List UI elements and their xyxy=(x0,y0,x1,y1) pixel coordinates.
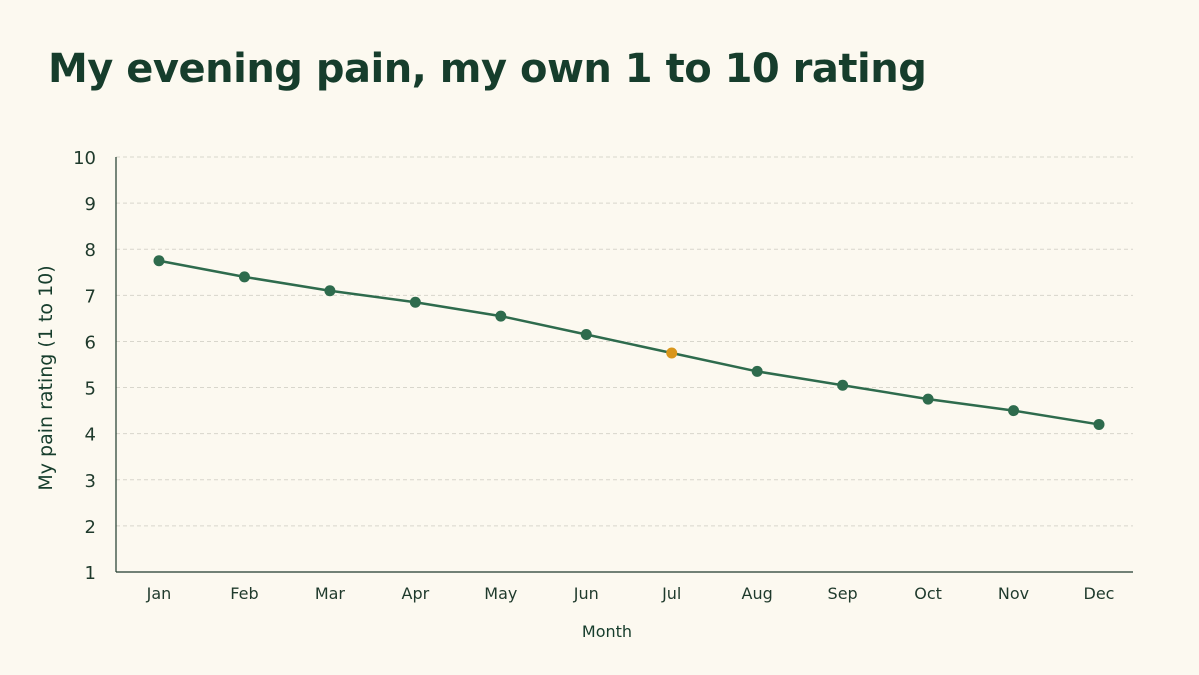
y-tick-label: 10 xyxy=(73,148,96,169)
chart-title: My evening pain, my own 1 to 10 rating xyxy=(48,46,927,92)
x-tick-label: Dec xyxy=(1084,584,1115,603)
y-tick-label: 7 xyxy=(85,286,96,307)
x-tick-label: Nov xyxy=(998,584,1029,603)
y-tick-label: 2 xyxy=(85,517,96,538)
data-point xyxy=(580,329,592,341)
x-tick-labels: Jan Feb Mar Apr May Jun Jul Aug Sep Oct Nov Dec xyxy=(146,584,1115,603)
data-point xyxy=(751,365,763,377)
data-point xyxy=(1093,418,1105,430)
x-tick-label: Jul xyxy=(661,584,681,603)
x-tick-label: Jan xyxy=(146,584,172,603)
data-point xyxy=(837,379,849,391)
x-tick-label: Sep xyxy=(828,584,858,603)
x-axis-title: Month xyxy=(582,622,632,641)
x-tick-label: Oct xyxy=(914,584,942,603)
x-tick-label: Aug xyxy=(742,584,773,603)
x-tick-label: Jun xyxy=(573,584,599,603)
data-point xyxy=(495,310,507,322)
y-tick-label: 1 xyxy=(85,563,96,584)
series-line xyxy=(158,259,1100,426)
y-tick-label: 5 xyxy=(85,379,96,400)
y-tick-label: 8 xyxy=(85,240,96,261)
y-axis-title: My pain rating (1 to 10) xyxy=(35,265,57,490)
data-point xyxy=(409,296,421,308)
data-point xyxy=(324,285,336,297)
data-point xyxy=(153,255,165,267)
x-tick-label: May xyxy=(484,584,517,603)
y-tick-label: 9 xyxy=(85,194,96,215)
data-point xyxy=(922,393,934,405)
y-tick-label: 3 xyxy=(85,471,96,492)
data-point xyxy=(238,271,250,283)
data-point xyxy=(1008,405,1020,417)
data-points xyxy=(153,255,1105,430)
y-tick-label: 4 xyxy=(85,425,96,446)
gridlines xyxy=(116,156,1133,527)
x-tick-label: Feb xyxy=(230,584,258,603)
x-tick-label: Apr xyxy=(402,584,430,603)
x-tick-label: Mar xyxy=(315,584,346,603)
data-point-highlighted xyxy=(666,347,678,359)
y-tick-label: 6 xyxy=(85,332,96,353)
y-tick-labels: 1 2 3 4 5 6 7 8 9 10 xyxy=(73,148,96,584)
